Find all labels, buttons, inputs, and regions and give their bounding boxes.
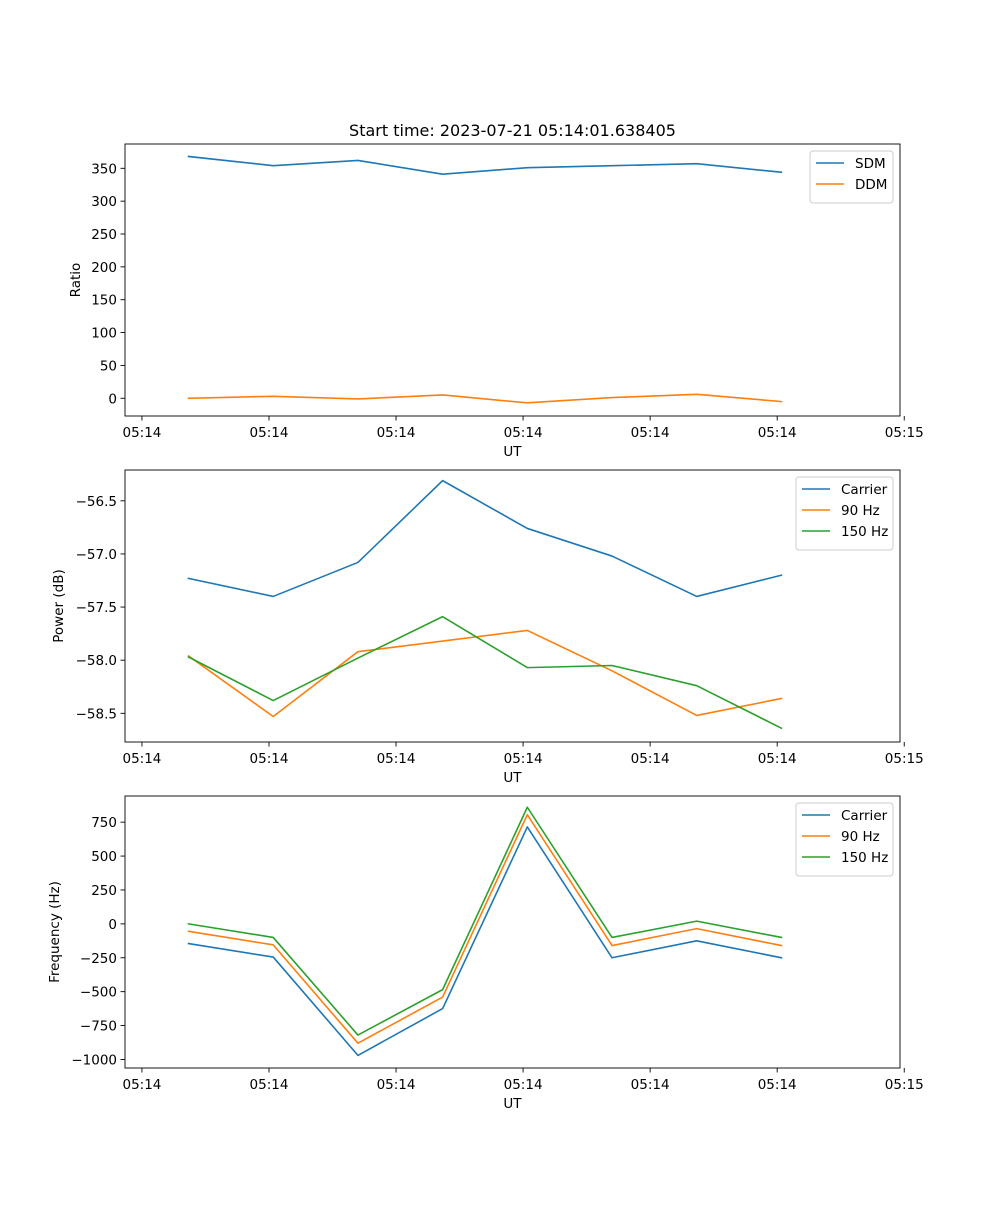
ratio-legend-label: SDM xyxy=(855,156,886,172)
frequency-y-axis-label: Frequency (Hz) xyxy=(47,881,63,983)
frequency-x-tick-label: 05:14 xyxy=(504,1077,543,1093)
power-y-tick-label: −56.5 xyxy=(76,494,117,510)
ratio-y-tick-label: 0 xyxy=(108,391,117,407)
power-series-line-carrier xyxy=(187,479,783,598)
power-y-tick-label: −58.0 xyxy=(76,653,117,669)
frequency-y-tick-label: 0 xyxy=(108,917,117,933)
power-x-tick-label: 05:14 xyxy=(250,751,289,767)
power-y-tick-label: −57.0 xyxy=(76,547,117,563)
frequency-y-tick-label: 250 xyxy=(91,883,117,899)
ratio-x-tick-label: 05:15 xyxy=(885,425,924,441)
frequency-y-tick-label: −1000 xyxy=(71,1052,117,1068)
power-y-axis-label: Power (dB) xyxy=(51,569,67,642)
ratio-x-tick-label: 05:14 xyxy=(758,425,797,441)
ratio-x-tick-label: 05:14 xyxy=(250,425,289,441)
ratio-y-tick-label: 250 xyxy=(91,227,117,243)
ratio-y-tick-label: 150 xyxy=(91,293,117,309)
power-x-tick-label: 05:14 xyxy=(122,751,161,767)
figure-title: Start time: 2023-07-21 05:14:01.638405 xyxy=(349,121,676,140)
power-x-tick-label: 05:14 xyxy=(631,751,670,767)
frequency-x-tick-label: 05:14 xyxy=(758,1077,797,1093)
power-x-tick-label: 05:14 xyxy=(377,751,416,767)
frequency-series-line-90-hz xyxy=(187,813,783,1044)
frequency-legend-label: 150 Hz xyxy=(841,850,888,866)
frequency-y-tick-label: −750 xyxy=(80,1019,117,1035)
frequency-legend-label: 90 Hz xyxy=(841,829,880,845)
frequency-x-axis-label: UT xyxy=(503,1096,522,1112)
frequency-x-tick-label: 05:14 xyxy=(377,1077,416,1093)
ratio-legend-box xyxy=(809,150,894,204)
ratio-y-tick-label: 350 xyxy=(91,161,117,177)
power-y-tick-label: −57.5 xyxy=(76,600,117,616)
power-x-axis-label: UT xyxy=(503,770,522,786)
frequency-y-tick-label: 750 xyxy=(91,815,117,831)
frequency-x-tick-label: 05:14 xyxy=(122,1077,161,1093)
power-legend-label: 90 Hz xyxy=(841,503,880,519)
ratio-legend: SDM DDM xyxy=(809,150,894,204)
ratio-x-tick-label: 05:14 xyxy=(122,425,161,441)
ratio-x-axis-label: UT xyxy=(503,444,522,460)
frequency-series-line-150-hz xyxy=(187,806,783,1036)
ratio-y-axis-label: Ratio xyxy=(68,263,84,298)
power-x-tick-label: 05:15 xyxy=(885,751,924,767)
ratio-series-line-sdm xyxy=(187,155,783,176)
frequency-axes-frame xyxy=(124,795,901,1069)
frequency-y-tick-label: −500 xyxy=(80,985,117,1001)
power-legend-label: Carrier xyxy=(841,482,888,498)
frequency-x-tick-label: 05:15 xyxy=(885,1077,924,1093)
power-chart-panel: 05:14 05:14 05:14 05:14 05:14 05:14 05:15 −58.5… xyxy=(51,469,924,786)
frequency-legend-label: Carrier xyxy=(841,808,888,824)
frequency-y-tick-label: −250 xyxy=(80,951,117,967)
ratio-x-tick-label: 05:14 xyxy=(504,425,543,441)
ratio-y-tick-label: 300 xyxy=(91,194,117,210)
power-series-line-90-hz xyxy=(187,629,783,718)
power-x-tick-label: 05:14 xyxy=(758,751,797,767)
frequency-x-tick-label: 05:14 xyxy=(631,1077,670,1093)
ratio-axes-frame xyxy=(124,143,901,417)
ratio-x-tick-label: 05:14 xyxy=(377,425,416,441)
ratio-chart-panel: 05:14 05:14 05:14 05:14 05:14 05:14 05:15 0 50 10… xyxy=(68,143,924,460)
power-series-line-150-hz xyxy=(187,615,783,730)
ratio-legend-label: DDM xyxy=(855,177,887,193)
power-y-tick-label: −58.5 xyxy=(76,706,117,722)
frequency-series-line-carrier xyxy=(187,826,783,1057)
power-legend: Carrier 90 Hz 150 Hz xyxy=(795,476,894,551)
ratio-y-tick-label: 200 xyxy=(91,260,117,276)
frequency-x-tick-label: 05:14 xyxy=(250,1077,289,1093)
ratio-y-tick-label: 100 xyxy=(91,326,117,342)
frequency-y-tick-label: 500 xyxy=(91,849,117,865)
ratio-y-tick-label: 50 xyxy=(100,358,117,374)
ratio-x-tick-label: 05:14 xyxy=(631,425,670,441)
frequency-legend: Carrier 90 Hz 150 Hz xyxy=(795,802,894,877)
power-x-tick-label: 05:14 xyxy=(504,751,543,767)
power-axes-frame xyxy=(124,469,901,743)
frequency-chart-panel: 05:14 05:14 05:14 05:14 05:14 05:14 05:15 −1000… xyxy=(47,795,924,1112)
ratio-series-line-ddm xyxy=(187,393,783,404)
power-legend-label: 150 Hz xyxy=(841,524,888,540)
